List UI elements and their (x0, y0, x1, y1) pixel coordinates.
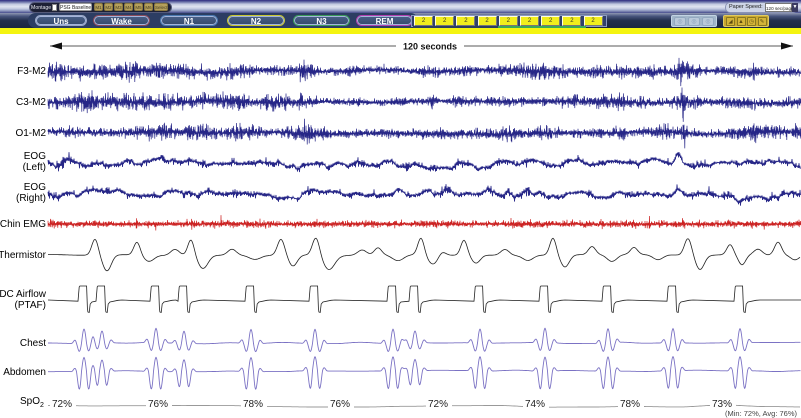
svg-text:(Left): (Left) (23, 162, 46, 173)
svg-text:78%: 78% (243, 399, 263, 410)
svg-text:EOG: EOG (24, 151, 46, 162)
svg-text:(PTAF): (PTAF) (15, 300, 46, 311)
svg-text:Abdomen: Abdomen (3, 367, 46, 378)
svg-text:72%: 72% (52, 399, 72, 410)
svg-text:F3-M2: F3-M2 (17, 66, 46, 77)
svg-text:78%: 78% (620, 399, 640, 410)
svg-text:120 seconds: 120 seconds (403, 42, 457, 52)
svg-text:Chin EMG: Chin EMG (0, 219, 46, 230)
svg-text:(Min: 72%, Avg: 76%): (Min: 72%, Avg: 76%) (725, 409, 797, 418)
svg-text:76%: 76% (330, 399, 350, 410)
svg-text:Chest: Chest (20, 338, 46, 349)
svg-text:2: 2 (40, 402, 44, 409)
svg-text:C3-M2: C3-M2 (16, 97, 46, 108)
svg-text:72%: 72% (428, 399, 448, 410)
svg-text:74%: 74% (525, 399, 545, 410)
svg-text:O1-M2: O1-M2 (15, 128, 46, 139)
svg-text:Thermistor: Thermistor (0, 250, 47, 261)
svg-text:EOG: EOG (24, 182, 46, 193)
svg-text:DC Airflow: DC Airflow (0, 289, 47, 300)
svg-text:73%: 73% (712, 399, 732, 410)
svg-text:SpO: SpO (20, 396, 40, 407)
svg-text:76%: 76% (148, 399, 168, 410)
svg-text:(Right): (Right) (16, 193, 46, 204)
